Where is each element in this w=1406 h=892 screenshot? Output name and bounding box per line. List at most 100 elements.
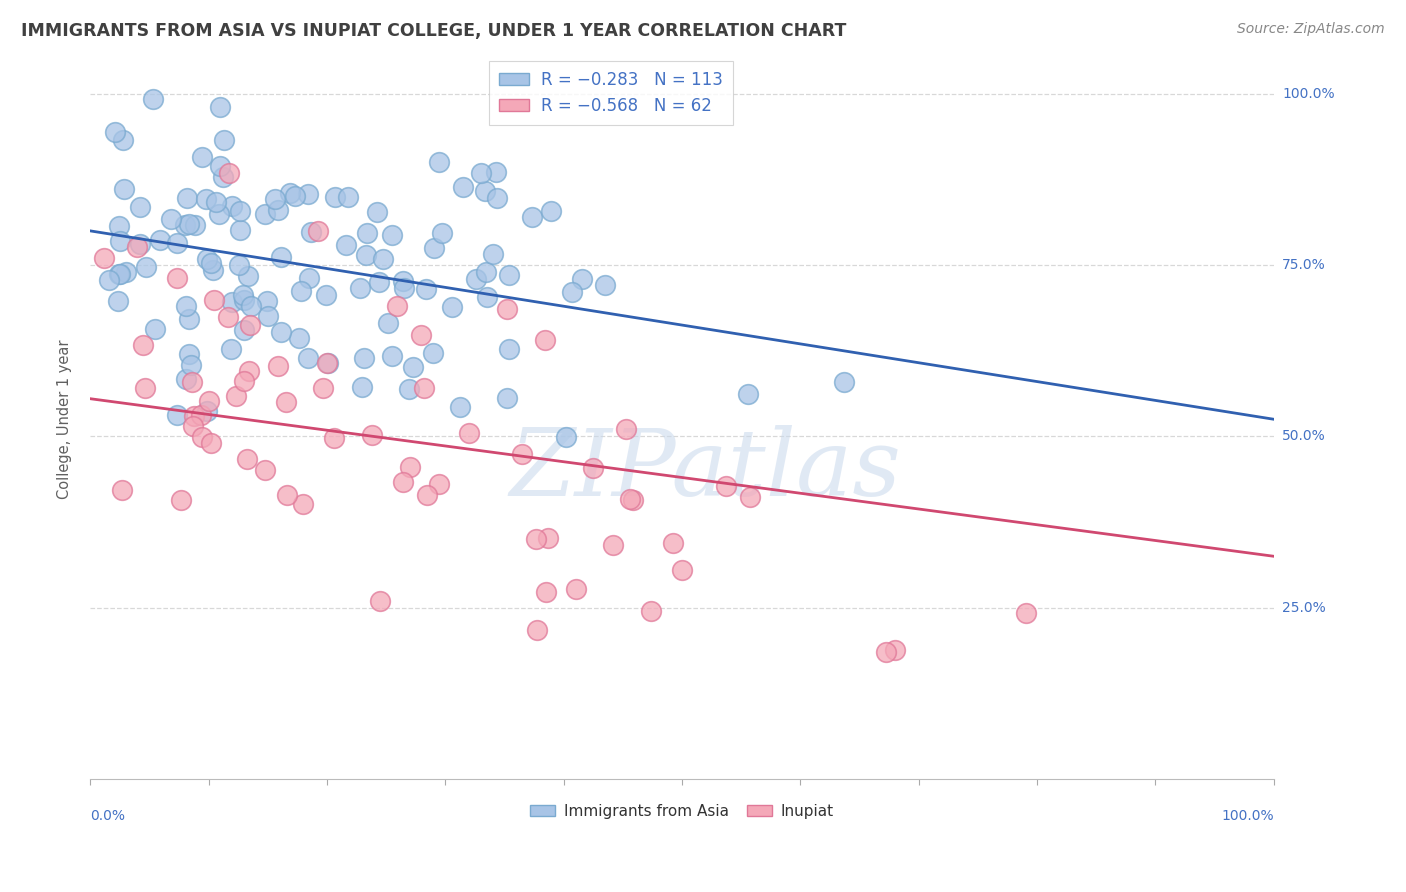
Point <box>112 133 135 147</box>
Point <box>180 358 202 372</box>
Point <box>495 302 517 317</box>
Point <box>232 323 254 337</box>
Point <box>280 186 302 201</box>
Point <box>738 491 761 505</box>
Point <box>228 258 250 272</box>
Point <box>177 346 200 360</box>
Point <box>93 251 115 265</box>
Point <box>284 189 307 203</box>
Point <box>166 235 188 250</box>
Point <box>662 536 685 550</box>
Point <box>256 293 278 308</box>
Point <box>170 493 193 508</box>
Point <box>423 241 446 255</box>
Point <box>254 463 277 477</box>
Point <box>287 331 309 345</box>
Point <box>1015 607 1038 621</box>
Point <box>195 403 218 417</box>
Point <box>335 238 357 252</box>
Point <box>292 497 315 511</box>
Point <box>619 491 641 506</box>
Point <box>232 287 254 301</box>
Point <box>181 376 204 390</box>
Point <box>297 351 319 365</box>
Point <box>143 322 166 336</box>
Point <box>399 460 422 475</box>
Point <box>366 204 388 219</box>
Point <box>485 192 508 206</box>
Point <box>571 272 593 286</box>
Point <box>361 427 384 442</box>
Point <box>495 391 517 405</box>
Point <box>534 333 557 347</box>
Point <box>322 431 344 445</box>
Point <box>316 356 339 370</box>
Point <box>214 132 236 146</box>
Point <box>236 451 259 466</box>
Point <box>221 199 243 213</box>
Point <box>195 252 218 267</box>
Point <box>270 325 292 339</box>
Point <box>179 312 201 326</box>
Point <box>350 380 373 394</box>
Point <box>174 218 197 232</box>
Point <box>368 594 391 608</box>
Point <box>398 382 420 396</box>
Point <box>211 170 233 185</box>
Point <box>451 180 474 194</box>
Text: 0.0%: 0.0% <box>90 809 125 823</box>
Point <box>520 211 543 225</box>
Point <box>209 100 232 114</box>
Point <box>184 218 207 232</box>
Point <box>537 531 560 545</box>
Point <box>385 299 408 313</box>
Point <box>135 260 157 275</box>
Point <box>381 227 404 242</box>
Point <box>254 207 277 221</box>
Point <box>108 267 131 281</box>
Point <box>392 273 415 287</box>
Point <box>561 285 583 300</box>
Point <box>208 159 231 173</box>
Point <box>391 475 413 489</box>
Point <box>183 409 205 424</box>
Point <box>108 267 131 281</box>
Point <box>368 275 391 289</box>
Point <box>353 351 375 365</box>
Point <box>142 92 165 106</box>
Point <box>127 240 149 254</box>
Point <box>107 294 129 309</box>
Point <box>671 563 693 577</box>
Point <box>174 299 197 313</box>
Point <box>229 223 252 237</box>
Point <box>276 488 298 502</box>
Text: ZIPatlas: ZIPatlas <box>510 425 901 515</box>
Point <box>458 426 481 441</box>
Point <box>267 202 290 217</box>
Point <box>510 447 533 461</box>
Point <box>233 293 256 307</box>
Point <box>181 418 204 433</box>
Point <box>128 200 150 214</box>
Point <box>97 273 120 287</box>
Point <box>356 247 378 261</box>
Point <box>270 250 292 264</box>
Point <box>380 349 402 363</box>
Text: 25.0%: 25.0% <box>1282 600 1326 615</box>
Point <box>323 189 346 203</box>
Point <box>228 204 250 219</box>
Point <box>430 227 453 241</box>
Point <box>427 476 450 491</box>
Point <box>409 327 432 342</box>
Point <box>115 264 138 278</box>
Point <box>377 316 399 330</box>
Point <box>602 538 624 552</box>
Point <box>883 643 905 657</box>
Point <box>714 478 737 492</box>
Point <box>449 400 471 414</box>
Point <box>194 192 217 206</box>
Point <box>482 247 505 261</box>
Point <box>875 645 897 659</box>
Point <box>315 288 337 302</box>
Point <box>239 318 262 332</box>
